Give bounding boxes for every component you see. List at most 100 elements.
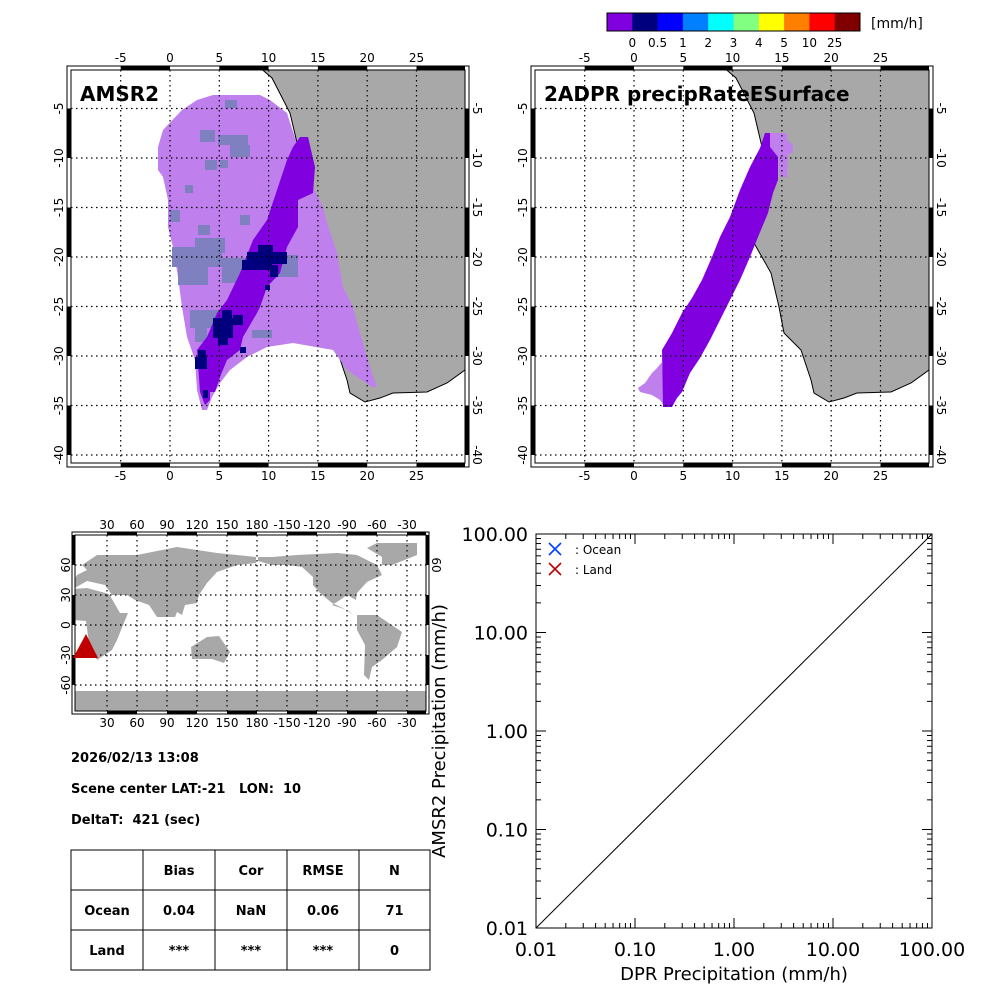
lat-tick-label-left: 0 <box>59 621 73 629</box>
map-frame: -5 -5 0 0 5 5 10 10 15 15 20 20 25 25 -5 -5 -10 -10 -15 -15… <box>516 51 948 483</box>
frame-bar <box>929 108 933 158</box>
colorbar-label: 3 <box>730 36 738 50</box>
grayblue-patch <box>240 215 250 225</box>
grayblue-patch <box>178 265 208 285</box>
frame-bar <box>465 405 469 455</box>
lat-tick-label-right: -30 <box>934 346 948 366</box>
lat-tick-label-right: -5 <box>934 103 948 115</box>
lon-tick-label-bottom: 0 <box>630 469 638 483</box>
lat-tick-label-left: 30 <box>59 587 73 602</box>
frame-bar <box>67 108 71 158</box>
navy-patch <box>195 357 207 369</box>
frame-bar <box>120 66 170 70</box>
table-cell: *** <box>241 944 262 959</box>
frame-bar <box>531 207 535 257</box>
legend-label: : Land <box>575 563 612 577</box>
frame-bar <box>67 405 71 455</box>
frame-bar <box>465 108 469 158</box>
grayblue-patch <box>220 160 228 168</box>
lon-tick-label-top: 10 <box>261 51 276 65</box>
colorbar: 0 0.5 1 2 3 4 5 10 25 <box>606 12 861 50</box>
lat-tick-label-right: -10 <box>470 148 484 168</box>
scatter-plot: 0.01 0.10 1.00 10.00 100.00 0.01 0.10 1.00 10.00… <box>462 524 966 961</box>
x-tick-label: 0.10 <box>614 939 656 961</box>
lat-tick-label-right: -15 <box>934 198 948 218</box>
colorbar-swatch <box>784 13 810 31</box>
lon-tick-label-bottom: 150 <box>216 716 239 730</box>
lat-tick-label-left: 60 <box>59 557 73 572</box>
lon-tick-label-top: 0 <box>630 51 638 65</box>
colorbar-swatch <box>657 13 684 31</box>
grayblue-patch <box>202 275 208 281</box>
frame-bar <box>465 207 469 257</box>
frame-bar <box>407 532 426 535</box>
grayblue-patch <box>195 327 207 342</box>
navy-patch <box>265 285 270 290</box>
frame-bar <box>72 655 75 685</box>
lat-tick-label-right: -40 <box>934 445 948 465</box>
frame-bar <box>426 595 429 625</box>
frame-bar <box>317 66 368 70</box>
table-cell: 0 <box>390 944 399 959</box>
frame-bar <box>167 711 197 714</box>
frame-bar <box>929 207 933 257</box>
colorbar-swatch <box>607 13 633 31</box>
lat-tick-label-left: -10 <box>516 148 530 168</box>
navy-patch <box>222 310 232 318</box>
frame-bar <box>465 306 469 356</box>
frame-bar <box>219 463 269 467</box>
lon-tick-label-bottom: 20 <box>824 469 839 483</box>
lat-tick-label-left: -25 <box>516 297 530 317</box>
colorbar-swatch <box>809 13 835 31</box>
colorbar-swatch <box>708 13 734 31</box>
one-to-one-line <box>535 533 933 929</box>
datetime: 2026/02/13 13:08 <box>71 751 199 766</box>
grayblue-patch <box>170 210 180 222</box>
lon-tick-label-top: 90 <box>159 518 174 532</box>
frame-bar <box>880 66 929 70</box>
grayblue-patch <box>200 130 215 142</box>
lon-tick-label-top: 5 <box>215 51 223 65</box>
lat-tick-label-left: -10 <box>52 148 66 168</box>
lon-tick-label-top: 20 <box>824 51 839 65</box>
lon-tick-label-top: 150 <box>216 518 239 532</box>
frame-bar <box>426 655 429 685</box>
grayblue-patch <box>185 185 193 193</box>
colorbar-label: 4 <box>755 36 763 50</box>
lon-tick-label-bottom: 180 <box>246 716 269 730</box>
lat-tick-label-left: -5 <box>516 103 530 115</box>
frame-bar <box>683 66 733 70</box>
lon-tick-label-bottom: -90 <box>337 716 357 730</box>
lat-tick-label-left: -30 <box>59 645 73 665</box>
frame-bar <box>317 463 368 467</box>
lon-tick-label-bottom: 15 <box>310 469 325 483</box>
grayblue-patch <box>225 100 237 108</box>
colorbar-label: 2 <box>704 36 712 50</box>
colorbar-label: 5 <box>780 36 788 50</box>
world-locator-map: 303060609090120120150150180180-150-150-1… <box>59 518 443 730</box>
grayblue-patch <box>218 135 248 145</box>
lon-tick-label-bottom: 25 <box>873 469 888 483</box>
table-border <box>70 849 431 971</box>
frame-bar <box>107 532 137 535</box>
colorbar-swatch <box>758 13 785 31</box>
lat-tick-label-left: -40 <box>52 445 66 465</box>
frame-bar <box>72 535 75 565</box>
frame-bar <box>929 405 933 455</box>
lon-tick-label-top: 10 <box>725 51 740 65</box>
amsr2-navy-patches <box>195 245 287 398</box>
lon-tick-label-top: 180 <box>246 518 269 532</box>
amsr2-map: -5 -5 0 0 5 5 10 10 15 15 20 20 25 25 -5 -5 -10 -10 -15 -15… <box>52 51 484 483</box>
lon-tick-label-top: -120 <box>303 518 330 532</box>
lon-tick-label-bottom: 10 <box>261 469 276 483</box>
lon-tick-label-top: 0 <box>166 51 174 65</box>
lat-tick-label-right: -35 <box>934 396 948 416</box>
lon-tick-label-top: 15 <box>774 51 789 65</box>
lat-tick-label-right: -40 <box>470 445 484 465</box>
grayblue-patch <box>252 330 272 338</box>
lon-tick-label-top: 60 <box>129 518 144 532</box>
lon-tick-label-bottom: 5 <box>215 469 223 483</box>
frame-bar <box>347 532 377 535</box>
map-title: AMSR2 <box>80 82 159 106</box>
frame-bar <box>416 66 465 70</box>
